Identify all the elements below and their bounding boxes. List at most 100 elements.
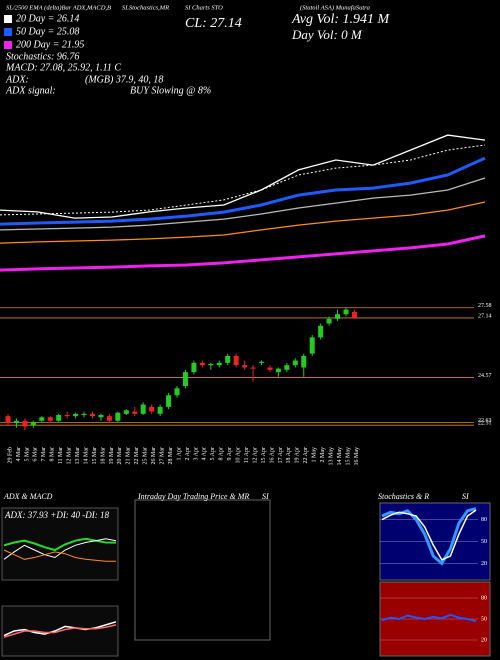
x-tick-label: 8 Mar [50, 447, 56, 462]
series-line [381, 613, 477, 623]
y-tick-label: 50 [481, 616, 487, 622]
candle-body [259, 361, 264, 363]
x-tick-label: 16 May [354, 447, 360, 466]
legend-swatch-20 [4, 15, 12, 23]
candle-body [98, 414, 104, 418]
x-tick-label: 15 Mar [92, 447, 98, 465]
candle-body [64, 414, 70, 417]
x-tick-label: 19 Mar [109, 447, 115, 465]
candle-body [267, 367, 273, 370]
x-tick-label: 11 Mar [58, 447, 64, 464]
x-tick-label: 5 Mar [24, 447, 30, 462]
series-line [0, 201, 486, 244]
annotation: Day Vol: 0 M [291, 27, 363, 42]
annotation: 200 Day = 21.95 [16, 39, 84, 50]
candle-body [225, 355, 231, 363]
y-tick-label: 27.14 [478, 313, 492, 319]
panel-title: Stochastics & R [378, 492, 429, 501]
candle-body [174, 388, 180, 396]
candle-body [275, 368, 281, 373]
x-tick-label: 13 Mar [75, 447, 81, 465]
x-tick-label: 29 Feb [7, 447, 13, 464]
x-tick-label: 26 Mar [151, 447, 157, 465]
x-tick-label: 8 Apr [219, 447, 225, 461]
panel-title-suffix: SI [462, 492, 469, 501]
header-text: SI Charts STO [185, 4, 223, 11]
x-tick-label: 19 Apr [295, 447, 301, 464]
x-tick-label: 14 Mar [83, 447, 89, 465]
x-tick-label: 22 Apr [303, 447, 309, 464]
candle-body [199, 362, 205, 366]
x-tick-label: 12 Mar [67, 447, 73, 465]
intraday-panel [134, 499, 271, 641]
series-line [3, 538, 117, 560]
panel-label: ADX: 37.93 +DI: 40 -DI: 18 [4, 510, 110, 520]
x-tick-label: 12 Apr [252, 447, 258, 464]
series-line [0, 134, 486, 219]
x-tick-label: 1 Apr [176, 447, 182, 461]
candle-body [326, 318, 332, 324]
series-line [0, 156, 486, 226]
candle-body [39, 417, 45, 421]
candle-body [157, 406, 163, 414]
candle-body [233, 355, 239, 366]
candle-body [47, 417, 53, 421]
legend-swatch-50 [4, 28, 12, 36]
candle-body [351, 311, 357, 318]
x-tick-label: 10 Apr [236, 447, 242, 464]
x-tick-label: 5 Apr [210, 447, 216, 461]
x-tick-label: 4 Apr [202, 447, 208, 461]
candle-body [13, 420, 19, 424]
candle-body [123, 410, 129, 414]
annotation: MACD: 27.08, 25.92, 1.11 C [5, 62, 121, 73]
candle-body [208, 364, 214, 366]
x-tick-label: 2 May [320, 447, 326, 463]
candle-body [81, 413, 87, 415]
panel-title: Intraday Day Trading Price & MR [137, 492, 249, 501]
y-tick-label: 50 [481, 539, 487, 545]
candle-body [318, 325, 324, 338]
annotation: Avg Vol: 1.941 M [291, 12, 391, 27]
x-tick-label: 18 Apr [286, 447, 292, 464]
y-tick-label: 22.63 [478, 418, 492, 424]
header-text: SL/2500 EMA (delta)Bar ADX,MACD,B [6, 4, 111, 11]
x-tick-label: 11 Apr [244, 447, 250, 463]
candle-body [284, 365, 290, 370]
x-tick-label: 2 Apr [185, 447, 191, 461]
candle-body [242, 365, 248, 368]
x-tick-label: 4 Mar [16, 447, 22, 462]
candle-body [335, 314, 341, 319]
x-tick-label: 25 Mar [143, 447, 149, 465]
y-tick-label: 22.51 [478, 421, 492, 427]
candle-body [292, 360, 298, 366]
x-tick-label: 6 Mar [33, 447, 39, 462]
x-tick-label: 14 May [337, 447, 343, 466]
annotation: (MGB) 37.9, 40, 18 [85, 74, 163, 85]
candle-body [90, 413, 95, 417]
x-tick-label: 9 Apr [227, 447, 233, 461]
candle-body [30, 421, 36, 426]
candle-body [22, 420, 28, 427]
x-tick-label: 15 May [345, 447, 351, 466]
x-tick-label: 7 Mar [41, 447, 47, 462]
candle-body [5, 416, 11, 424]
x-tick-label: 22 Mar [134, 447, 140, 465]
candle-body [216, 362, 222, 366]
panel-title: ADX & MACD [3, 492, 53, 501]
candle-body [343, 309, 349, 315]
candle-body [309, 337, 315, 354]
candle-body [166, 395, 172, 407]
candle-body [140, 404, 146, 414]
x-tick-label: 17 Apr [278, 447, 284, 464]
x-tick-label: 18 Mar [100, 447, 106, 465]
y-tick-label: 20 [481, 561, 487, 567]
candle-body [56, 414, 62, 421]
series-line [0, 144, 486, 216]
candle-body [149, 406, 155, 412]
y-tick-label: 80 [481, 517, 487, 523]
annotation: 50 Day = 25.08 [16, 26, 79, 37]
adx-panel [1, 507, 119, 581]
legend-swatch-200 [4, 41, 12, 49]
series-line [0, 234, 486, 272]
